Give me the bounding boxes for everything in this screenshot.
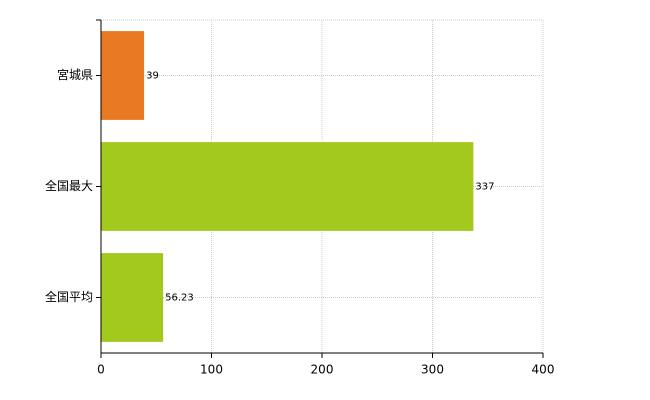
x-tick-label: 200 — [311, 363, 334, 377]
bar — [101, 253, 164, 342]
value-label: 337 — [475, 182, 494, 193]
x-tick-label: 300 — [421, 363, 444, 377]
x-tick-label: 0 — [97, 363, 105, 377]
bar — [101, 142, 474, 231]
bar — [101, 31, 145, 120]
y-tick-label: 宮城県 — [57, 67, 93, 82]
y-tick-label: 全国平均 — [45, 289, 93, 304]
value-label: 39 — [146, 71, 159, 82]
value-label: 56.23 — [165, 293, 194, 304]
x-tick-label: 100 — [200, 363, 223, 377]
x-tick-label: 400 — [532, 363, 555, 377]
y-tick-label: 全国最大 — [45, 178, 93, 193]
